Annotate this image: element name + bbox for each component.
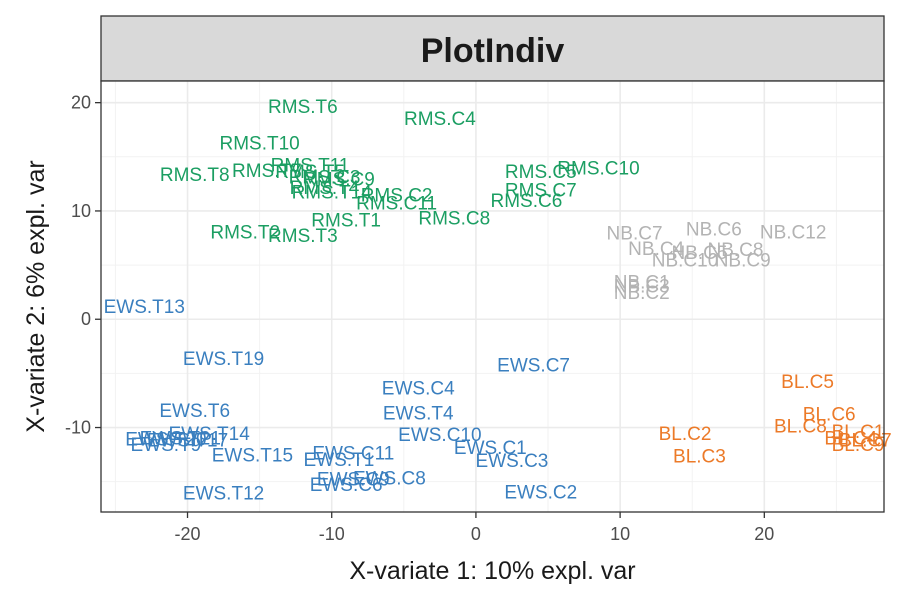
point-label-ews-t21: EWS.T21 [140, 428, 221, 449]
point-label-rms-c6: RMS.C6 [490, 191, 562, 212]
strip-header [100, 15, 885, 82]
x-tick-label: 20 [754, 524, 774, 544]
point-label-ews-t9: EWS.T9 [131, 435, 202, 456]
point-label-bl-c2: BL.C2 [659, 424, 712, 445]
y-axis: -10 0 10 20 [65, 93, 101, 438]
point-label-ews-c11: EWS.C11 [312, 443, 394, 464]
point-label-rms-t5: RMS.T5 [275, 162, 345, 183]
point-label-ews-c10: EWS.C10 [398, 425, 481, 446]
point-label-nb-c1: NB.C1 [614, 272, 670, 293]
point-label-rms-t7: RMS.T7 [232, 161, 302, 182]
point-label-ews-c6: EWS.C6 [310, 475, 383, 496]
point-label-ews-t15: EWS.T15 [212, 446, 293, 467]
point-label-rms-c2: RMS.C2 [361, 186, 433, 207]
point-label-bl-c7: BL.C7 [839, 430, 892, 451]
point-label-ews-c7: EWS.C7 [497, 356, 570, 377]
point-label-bl-c4: BL.C4 [824, 428, 877, 449]
point-label-nb-c8: NB.C8 [707, 240, 763, 261]
point-label-rms-c9: RMS.C9 [303, 169, 375, 190]
point-label-rms-c7: RMS.C7 [505, 180, 577, 201]
y-axis-title: X-variate 2: 6% expl. var [22, 160, 50, 432]
x-axis: -20 -10 0 10 20 [175, 512, 774, 544]
point-label-bl-c5: BL.C5 [781, 372, 834, 393]
point-label-ews-t6: EWS.T6 [159, 401, 230, 422]
point-label-nb-c6: NB.C6 [686, 219, 742, 240]
point-label-ews-c4: EWS.C4 [382, 378, 455, 399]
point-label-rms-t2: RMS.T2 [210, 223, 280, 244]
point-label-rms-t10: RMS.T10 [219, 134, 299, 155]
point-label-bl-c6: BL.C6 [803, 404, 856, 425]
y-tick-label: 10 [71, 201, 91, 221]
point-label-ews-c2: EWS.C2 [504, 482, 577, 503]
point-label-rms-t14: RMS.T14 [292, 182, 373, 203]
point-label-ews-t17: EWS.T17 [147, 430, 228, 451]
minor-gridlines [101, 81, 884, 512]
major-gridlines [101, 81, 884, 512]
point-label-nb-c9: NB.C9 [715, 251, 771, 272]
point-label-nb-c2: NB.C2 [614, 283, 670, 304]
point-label-rms-t1: RMS.T1 [311, 211, 381, 232]
point-label-rms-c10: RMS.C10 [557, 159, 639, 180]
x-tick-label: 0 [471, 524, 481, 544]
point-label-rms-t3: RMS.T3 [268, 226, 338, 247]
point-label-ews-t4: EWS.T4 [383, 403, 454, 424]
point-label-rms-c5: RMS.C5 [505, 162, 577, 183]
point-label-ews-t20: EWS.T20 [125, 429, 206, 450]
x-tick-label: -10 [319, 524, 345, 544]
point-label-ews-t19: EWS.T19 [183, 349, 264, 370]
point-label-rms-c8: RMS.C8 [418, 208, 490, 229]
point-label-rms-c11: RMS.C11 [356, 193, 437, 214]
y-tick-label: -10 [65, 418, 91, 438]
point-label-nb-c12: NB.C12 [760, 223, 827, 244]
x-tick-label: -20 [175, 524, 201, 544]
point-label-bl-c1: BL.C1 [832, 422, 885, 443]
point-label-rms-t6: RMS.T6 [268, 97, 338, 118]
point-label-bl-c8: BL.C8 [774, 416, 827, 437]
point-label-nb-c5: NB.C5 [671, 243, 727, 264]
point-label-ews-c1: EWS.C1 [454, 438, 527, 459]
point-label-ews-t12: EWS.T12 [183, 484, 264, 505]
plot-panel [101, 81, 884, 512]
chart-title: PlotIndiv [421, 32, 565, 70]
x-tick-label: 10 [610, 524, 630, 544]
point-label-rms-c4: RMS.C4 [404, 109, 476, 130]
point-label-ews-t14: EWS.T14 [168, 424, 250, 445]
point-label-nb-c10: NB.C10 [652, 251, 719, 272]
point-label-nb-c7: NB.C7 [607, 224, 663, 245]
point-label-nb-c3: NB.C3 [614, 277, 670, 298]
point-label-rms-t11: RMS.T11 [271, 155, 350, 176]
point-label-bl-c3: BL.C3 [673, 447, 726, 468]
point-label-ews-c8: EWS.C8 [353, 468, 426, 489]
x-axis-title: X-variate 1: 10% expl. var [349, 557, 635, 585]
point-label-rms-t4: RMS.T4 [290, 178, 360, 199]
point-label-ews-t1: EWS.T1 [304, 450, 375, 471]
point-label-ews-c9: EWS.C9 [317, 469, 390, 490]
point-label-nb-c4: NB.C4 [628, 239, 684, 260]
point-label-ews-t13: EWS.T13 [104, 297, 185, 318]
point-label-bl-c9: BL.C9 [832, 435, 885, 456]
point-label-ews-c3: EWS.C3 [476, 451, 549, 472]
plot-border [100, 80, 885, 513]
y-tick-label: 20 [71, 93, 91, 113]
y-tick-label: 0 [81, 309, 91, 329]
point-label-rms-t8: RMS.T8 [160, 165, 230, 186]
point-label-rms-c3: RMS.C3 [289, 167, 361, 188]
